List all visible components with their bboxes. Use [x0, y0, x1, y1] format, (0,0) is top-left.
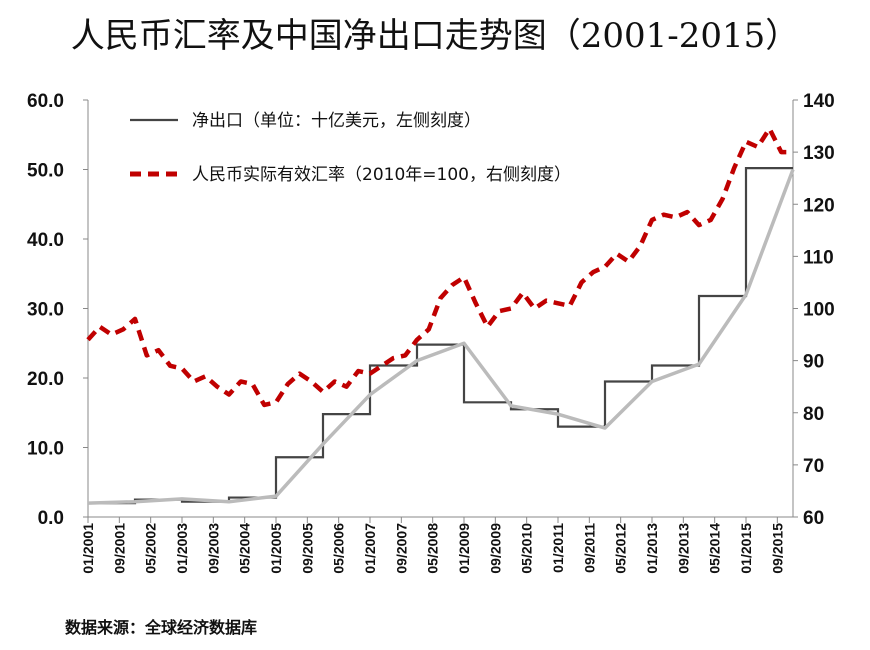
x-tick-label: 09/2009 — [487, 523, 503, 574]
x-tick-label: 05/2014 — [707, 523, 723, 574]
legend-label: 人民币实际有效汇率（2010年=100，右侧刻度） — [192, 165, 571, 185]
right-tick-label: 100 — [803, 300, 835, 321]
right-tick-label: 70 — [803, 456, 824, 477]
left-tick-label: 10.0 — [27, 439, 64, 460]
right-tick-label: 80 — [803, 404, 824, 425]
x-tick-label: 09/2005 — [299, 523, 315, 574]
net-export-trend-line — [87, 168, 795, 505]
left-tick-label: 30.0 — [27, 300, 64, 321]
left-tick-label: 60.0 — [27, 91, 64, 112]
right-tick-label: 140 — [803, 91, 835, 112]
series-layer — [86, 126, 795, 505]
x-tick-label: 01/2009 — [456, 523, 472, 574]
right-tick-label: 90 — [803, 352, 824, 373]
reer-dashed-line — [86, 126, 793, 408]
right-tick-label: 130 — [803, 143, 835, 164]
legend: 净出口（单位：十亿美元，左侧刻度） 人民币实际有效汇率（2010年=100，右侧刻… — [130, 111, 571, 185]
x-tick-label: 05/2008 — [425, 523, 441, 574]
axes: 0.0 10.0 20.0 30.0 40.0 50.0 60.0 60 70 80 90 100 11… — [27, 91, 835, 574]
x-tick-label: 01/2007 — [362, 523, 378, 574]
x-tick-label: 05/2006 — [331, 523, 347, 574]
x-tick-label: 01/2001 — [80, 523, 96, 574]
x-tick-label: 05/2012 — [613, 523, 629, 574]
legend-label: 净出口（单位：十亿美元，左侧刻度） — [192, 111, 481, 131]
x-tick-label: 09/2003 — [205, 523, 221, 574]
left-tick-label: 40.0 — [27, 230, 64, 251]
x-tick-label: 09/2007 — [393, 523, 409, 574]
right-tick-label: 120 — [803, 195, 835, 216]
x-tick-label: 05/2002 — [143, 523, 159, 574]
x-tick-label: 01/2003 — [174, 523, 190, 574]
x-tick-label: 09/2011 — [581, 523, 597, 573]
x-tick-label: 09/2001 — [111, 523, 127, 574]
x-tick-label: 01/2013 — [644, 523, 660, 574]
x-tick-label: 01/2015 — [738, 523, 754, 574]
x-tick-label: 01/2005 — [268, 523, 284, 574]
x-tick-label: 09/2015 — [769, 523, 785, 574]
right-tick-label: 110 — [803, 247, 834, 268]
left-tick-label: 20.0 — [27, 369, 64, 390]
chart-title: 人民币汇率及中国净出口走势图（2001-2015） — [70, 16, 800, 56]
x-tick-label: 05/2010 — [519, 523, 535, 574]
x-tick-label: 01/2011 — [550, 523, 566, 573]
left-tick-label: 50.0 — [27, 161, 64, 182]
x-tick-label: 05/2004 — [237, 523, 253, 574]
left-tick-label: 0.0 — [38, 508, 64, 529]
data-source-note: 数据来源：全球经济数据库 — [65, 618, 258, 637]
x-tick-label: 09/2013 — [675, 523, 691, 574]
net-export-step-line — [88, 167, 793, 505]
right-tick-label: 60 — [803, 508, 824, 529]
